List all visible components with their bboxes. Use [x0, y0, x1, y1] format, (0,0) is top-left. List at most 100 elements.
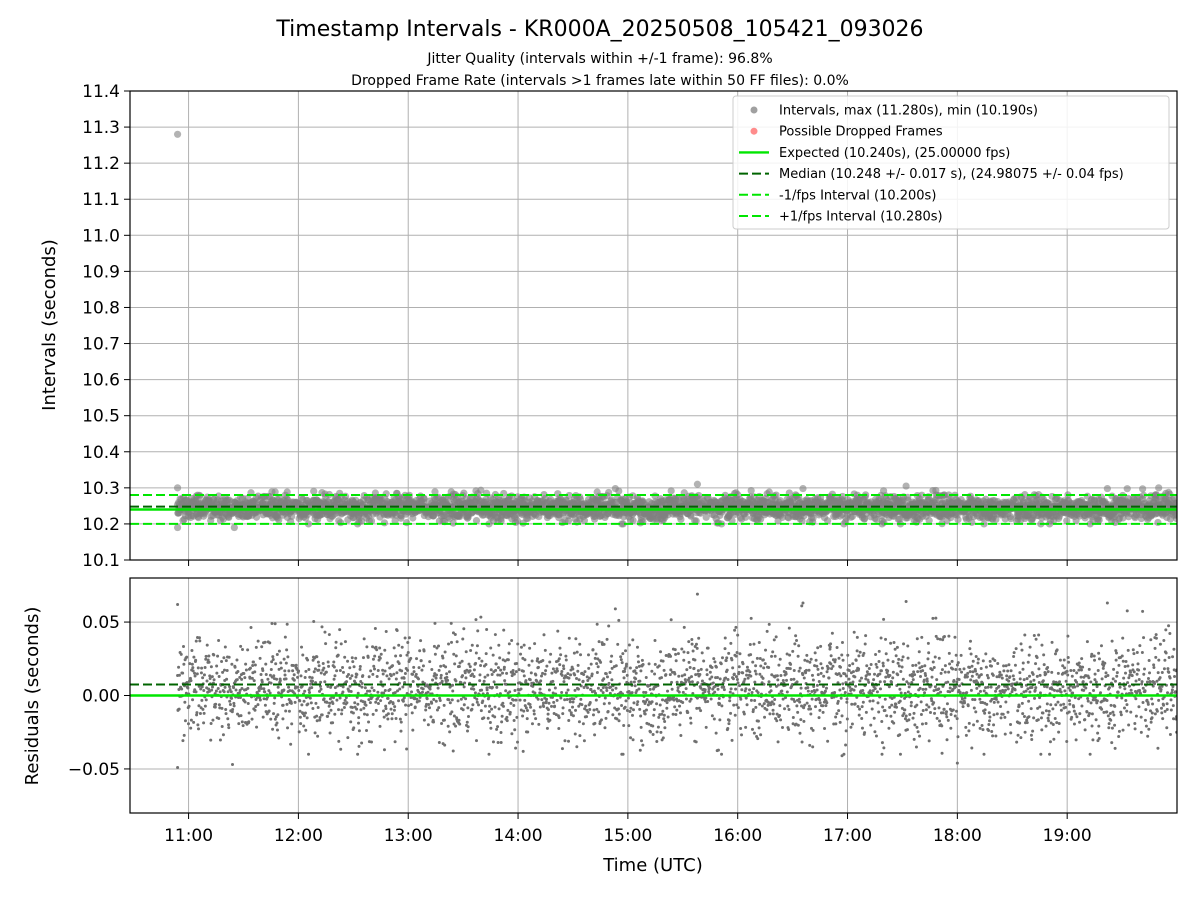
residual-point: [384, 707, 388, 711]
residual-point: [465, 720, 469, 724]
residual-point: [661, 659, 665, 663]
residual-point: [214, 702, 218, 706]
residual-point: [381, 672, 385, 676]
interval-point: [619, 520, 627, 528]
residual-point: [664, 673, 668, 677]
residual-point: [331, 701, 335, 705]
residual-point: [386, 696, 390, 700]
residual-point: [303, 676, 307, 680]
residual-point: [367, 675, 371, 679]
residual-point: [420, 690, 424, 694]
residual-point: [521, 714, 525, 718]
residual-point: [290, 722, 294, 726]
residual-point: [366, 689, 370, 693]
residual-point: [192, 655, 196, 659]
interval-point: [337, 519, 345, 527]
residual-point: [392, 708, 396, 712]
residual-point: [406, 650, 410, 654]
interval-point: [1103, 484, 1111, 493]
residual-point: [662, 668, 666, 672]
interval-point: [667, 487, 675, 495]
residual-point: [182, 662, 186, 666]
residual-point: [340, 712, 344, 716]
residual-point: [246, 701, 250, 705]
residual-point: [222, 656, 226, 660]
residual-point: [644, 691, 648, 695]
residual-point: [682, 650, 686, 654]
residual-point: [684, 680, 688, 684]
residual-point: [201, 676, 205, 680]
residual-point: [606, 710, 610, 714]
residual-point: [569, 673, 573, 677]
residual-point: [519, 708, 523, 712]
interval-point: [431, 488, 439, 496]
residual-point: [343, 655, 347, 659]
interval-point: [728, 516, 736, 525]
interval-point: [403, 519, 411, 527]
interval-point: [230, 523, 238, 532]
residual-point: [661, 709, 665, 713]
residual-point: [223, 685, 227, 689]
residual-point: [193, 674, 197, 678]
intervals-y-tick-label: 11.2: [82, 154, 120, 174]
residual-point: [250, 717, 254, 721]
residual-point: [690, 680, 694, 684]
residual-point: [253, 670, 257, 674]
residual-point: [317, 689, 321, 693]
residual-point: [595, 662, 599, 666]
residual-point: [573, 688, 577, 692]
interval-point: [564, 517, 573, 525]
residual-point: [237, 691, 241, 695]
residual-point: [704, 696, 708, 700]
residual-point: [283, 673, 287, 677]
residual-point: [564, 654, 568, 658]
residual-point: [658, 703, 662, 707]
residual-point: [631, 708, 635, 712]
residual-point: [523, 658, 527, 662]
residual-point: [233, 665, 237, 669]
residual-point: [195, 672, 199, 676]
residual-point: [304, 728, 308, 732]
residual-point: [617, 618, 621, 622]
residual-point: [665, 706, 669, 710]
residual-point: [432, 674, 436, 678]
residual-point: [462, 685, 466, 689]
residual-point: [452, 722, 456, 726]
residual-point: [305, 716, 309, 720]
residual-point: [269, 667, 273, 671]
residual-point: [603, 696, 607, 700]
residual-point: [180, 687, 184, 691]
residual-point: [452, 652, 456, 656]
residual-point: [390, 717, 394, 721]
interval-point: [449, 519, 457, 527]
residual-point: [544, 700, 548, 704]
residual-point: [302, 724, 306, 728]
residual-point: [202, 673, 206, 677]
residual-point: [480, 659, 484, 663]
residual-point: [333, 674, 337, 678]
residual-point: [217, 717, 221, 721]
residual-point: [227, 723, 231, 727]
residual-point: [660, 676, 664, 680]
residual-point: [216, 686, 220, 690]
residual-point: [551, 691, 555, 695]
interval-point: [765, 488, 773, 496]
residual-point: [429, 715, 433, 719]
residual-point: [332, 660, 336, 664]
residual-point: [692, 666, 696, 670]
residual-point: [234, 688, 238, 692]
residual-point: [353, 701, 357, 705]
residual-point: [296, 685, 300, 689]
residual-point: [470, 707, 474, 711]
residual-point: [409, 656, 413, 660]
residual-point: [411, 680, 415, 684]
residual-point: [640, 739, 644, 743]
residual-point: [544, 669, 548, 673]
residual-point: [345, 680, 349, 684]
residual-point: [319, 671, 323, 675]
residual-point: [438, 696, 442, 700]
residual-point: [364, 703, 368, 707]
residual-point: [639, 669, 643, 673]
residual-point: [684, 697, 688, 701]
residual-point: [513, 728, 517, 732]
